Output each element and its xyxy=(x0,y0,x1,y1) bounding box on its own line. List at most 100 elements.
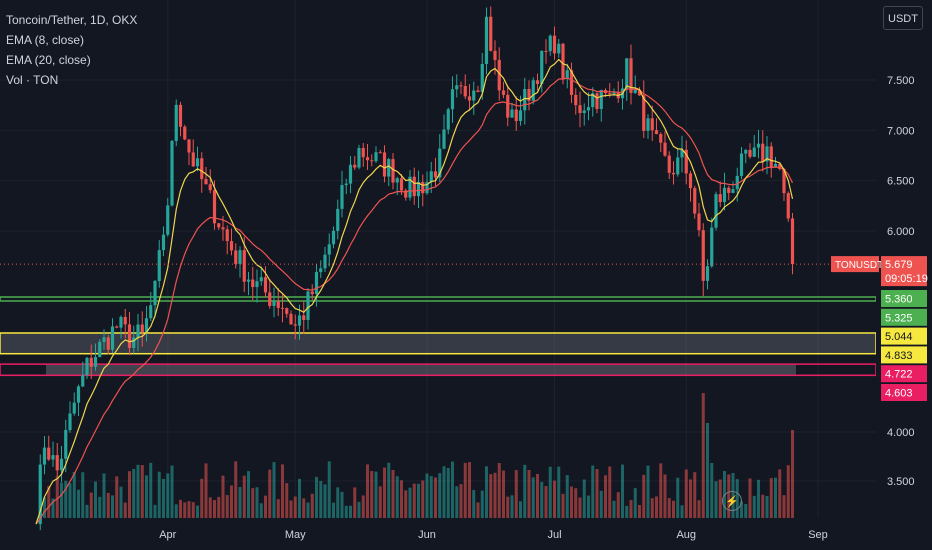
candle-body xyxy=(671,172,676,175)
candle-body xyxy=(637,89,642,96)
price-tick-label: 7.500 xyxy=(887,75,915,87)
candle-body xyxy=(399,178,404,191)
volume-bar xyxy=(621,464,624,518)
volume-bar xyxy=(659,463,663,518)
candle-body xyxy=(527,89,531,101)
countdown-label: 09:05:19 xyxy=(885,273,928,285)
lightning-icon[interactable]: ⚡ xyxy=(722,491,742,511)
candle-body xyxy=(42,447,47,465)
time-tick-label: Jul xyxy=(547,529,561,541)
candle-body xyxy=(174,104,178,141)
candle-body xyxy=(170,140,174,206)
candle-body xyxy=(127,324,132,348)
candle-body xyxy=(106,337,110,350)
volume-bar xyxy=(264,495,267,518)
candle-body xyxy=(76,386,81,403)
volume-bar xyxy=(476,502,480,518)
candle-body xyxy=(391,159,395,183)
candle-body xyxy=(629,58,633,93)
candle-body xyxy=(782,168,786,194)
candle-body xyxy=(166,205,170,235)
candle-body xyxy=(540,50,544,84)
candle-body xyxy=(157,250,161,281)
candle-body xyxy=(136,324,140,338)
volume-bar xyxy=(383,467,386,518)
legend-volume[interactable]: Vol · TON xyxy=(6,73,59,87)
volume-bar xyxy=(94,481,97,518)
legend-ema8[interactable]: EMA (8, close) xyxy=(6,33,85,47)
candle-body xyxy=(467,96,472,101)
volume-bar xyxy=(43,497,46,518)
volume-bar xyxy=(119,486,123,518)
legend-symbol[interactable]: Toncoin/Tether, 1D, OKX xyxy=(6,13,138,27)
candle-body xyxy=(438,148,442,178)
candle-body xyxy=(378,152,382,154)
volume-bar xyxy=(47,485,51,518)
volume-bar xyxy=(221,475,225,518)
candle-body xyxy=(591,93,595,108)
volume-bar xyxy=(285,483,289,518)
candle-body xyxy=(238,250,242,264)
candle-body xyxy=(514,109,518,122)
volume-bar xyxy=(642,474,646,518)
candle-body xyxy=(705,266,710,281)
candle-body xyxy=(183,126,187,140)
candle-body xyxy=(310,291,314,295)
candle-body xyxy=(599,90,603,109)
candle-body xyxy=(144,318,149,332)
candle-body xyxy=(289,313,293,325)
volume-bar xyxy=(451,461,454,518)
volume-bar xyxy=(357,501,361,518)
candle-body xyxy=(735,175,739,190)
volume-bar xyxy=(323,484,327,518)
level-price-tag xyxy=(881,308,927,326)
symbol-tag-label: TONUSDT xyxy=(835,260,883,271)
volume-bar xyxy=(344,505,348,518)
candle-body xyxy=(748,149,752,157)
level-price-label: 5.044 xyxy=(885,331,913,343)
volume-bar xyxy=(697,500,701,518)
volume-bar xyxy=(85,504,89,518)
candle-body xyxy=(225,229,229,242)
volume-bar xyxy=(298,478,301,518)
volume-bar xyxy=(187,501,191,518)
volume-bar xyxy=(748,478,752,518)
candle-body xyxy=(510,109,514,118)
candle-body xyxy=(680,149,684,158)
volume-bar xyxy=(353,487,357,518)
candle-body xyxy=(676,157,680,175)
volume-bar xyxy=(574,488,578,518)
volume-bar xyxy=(72,471,76,518)
legend-ema20[interactable]: EMA (20, close) xyxy=(6,53,91,67)
candle-body xyxy=(340,185,344,209)
volume-bar xyxy=(591,465,595,518)
candle-body xyxy=(272,301,276,306)
candle-body xyxy=(697,213,701,231)
candle-body xyxy=(722,187,727,203)
volume-bar xyxy=(706,423,709,518)
volume-bar xyxy=(242,475,246,518)
volume-bar xyxy=(752,495,756,518)
candle-body xyxy=(149,305,153,319)
candle-body xyxy=(365,157,370,161)
volume-bar xyxy=(701,393,705,518)
candle-body xyxy=(693,188,697,214)
candle-body xyxy=(140,324,144,332)
time-tick-label: Apr xyxy=(159,529,176,541)
candle-body xyxy=(552,35,557,54)
candle-body xyxy=(412,176,416,197)
volume-bar xyxy=(106,492,110,518)
volume-bar xyxy=(217,496,221,518)
volume-bar xyxy=(111,495,114,518)
candle-body xyxy=(472,90,476,101)
currency-unit-button[interactable]: USDT xyxy=(883,6,923,30)
candle-body xyxy=(476,90,480,92)
volume-bar xyxy=(638,505,641,518)
candle-body xyxy=(578,105,582,114)
candle-body xyxy=(234,250,238,264)
volume-bar xyxy=(51,498,55,518)
candle-body xyxy=(565,70,569,79)
volume-bar xyxy=(64,480,68,518)
